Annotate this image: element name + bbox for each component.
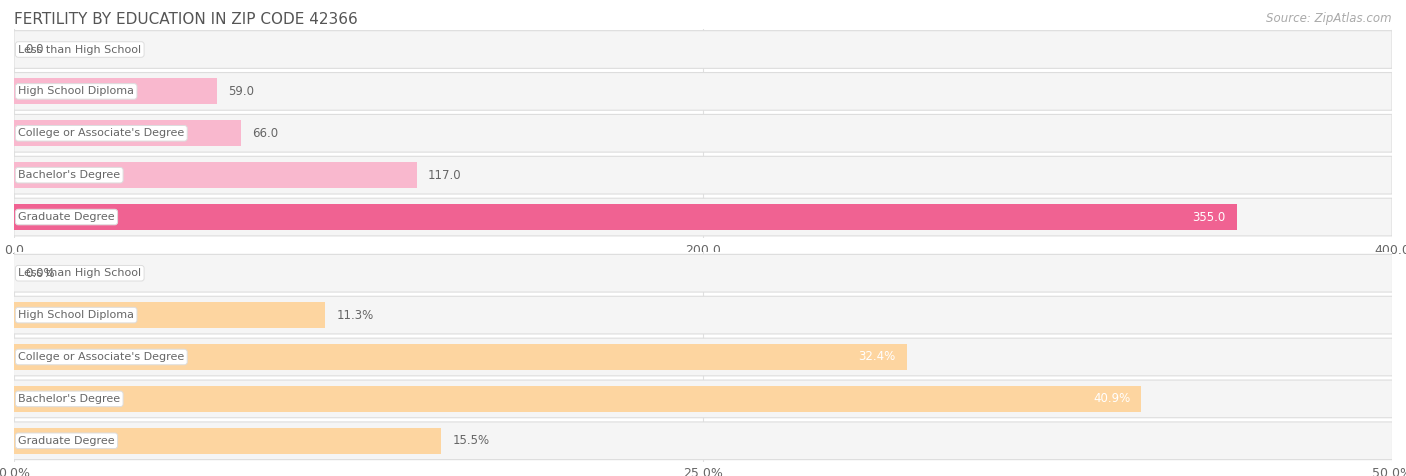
Bar [14, 302, 325, 328]
Bar [14, 79, 218, 104]
FancyBboxPatch shape [14, 30, 1392, 69]
Bar [14, 120, 242, 146]
Text: 40.9%: 40.9% [1092, 392, 1130, 406]
Text: 59.0: 59.0 [228, 85, 254, 98]
Text: Graduate Degree: Graduate Degree [18, 212, 115, 222]
Text: 66.0: 66.0 [253, 127, 278, 140]
Text: College or Associate's Degree: College or Associate's Degree [18, 352, 184, 362]
Bar [14, 428, 441, 454]
Text: 0.0: 0.0 [25, 43, 44, 56]
Bar [14, 386, 1142, 412]
Text: High School Diploma: High School Diploma [18, 310, 134, 320]
Text: Bachelor's Degree: Bachelor's Degree [18, 170, 121, 180]
FancyBboxPatch shape [14, 156, 1392, 194]
Text: 117.0: 117.0 [427, 169, 461, 182]
Text: 15.5%: 15.5% [453, 434, 489, 447]
Text: 355.0: 355.0 [1192, 210, 1226, 224]
Text: 11.3%: 11.3% [336, 308, 374, 322]
Text: FERTILITY BY EDUCATION IN ZIP CODE 42366: FERTILITY BY EDUCATION IN ZIP CODE 42366 [14, 12, 357, 27]
Text: 0.0%: 0.0% [25, 267, 55, 280]
FancyBboxPatch shape [14, 296, 1392, 334]
Text: Bachelor's Degree: Bachelor's Degree [18, 394, 121, 404]
Bar [14, 204, 1237, 230]
Text: High School Diploma: High School Diploma [18, 86, 134, 97]
Bar [14, 162, 418, 188]
Text: Less than High School: Less than High School [18, 44, 142, 55]
FancyBboxPatch shape [14, 72, 1392, 110]
FancyBboxPatch shape [14, 338, 1392, 376]
Text: 32.4%: 32.4% [859, 350, 896, 364]
Text: College or Associate's Degree: College or Associate's Degree [18, 128, 184, 139]
FancyBboxPatch shape [14, 254, 1392, 292]
Bar [14, 344, 907, 370]
Text: Graduate Degree: Graduate Degree [18, 436, 115, 446]
FancyBboxPatch shape [14, 198, 1392, 236]
FancyBboxPatch shape [14, 114, 1392, 152]
FancyBboxPatch shape [14, 422, 1392, 460]
Text: Less than High School: Less than High School [18, 268, 142, 278]
Text: Source: ZipAtlas.com: Source: ZipAtlas.com [1267, 12, 1392, 25]
FancyBboxPatch shape [14, 380, 1392, 418]
